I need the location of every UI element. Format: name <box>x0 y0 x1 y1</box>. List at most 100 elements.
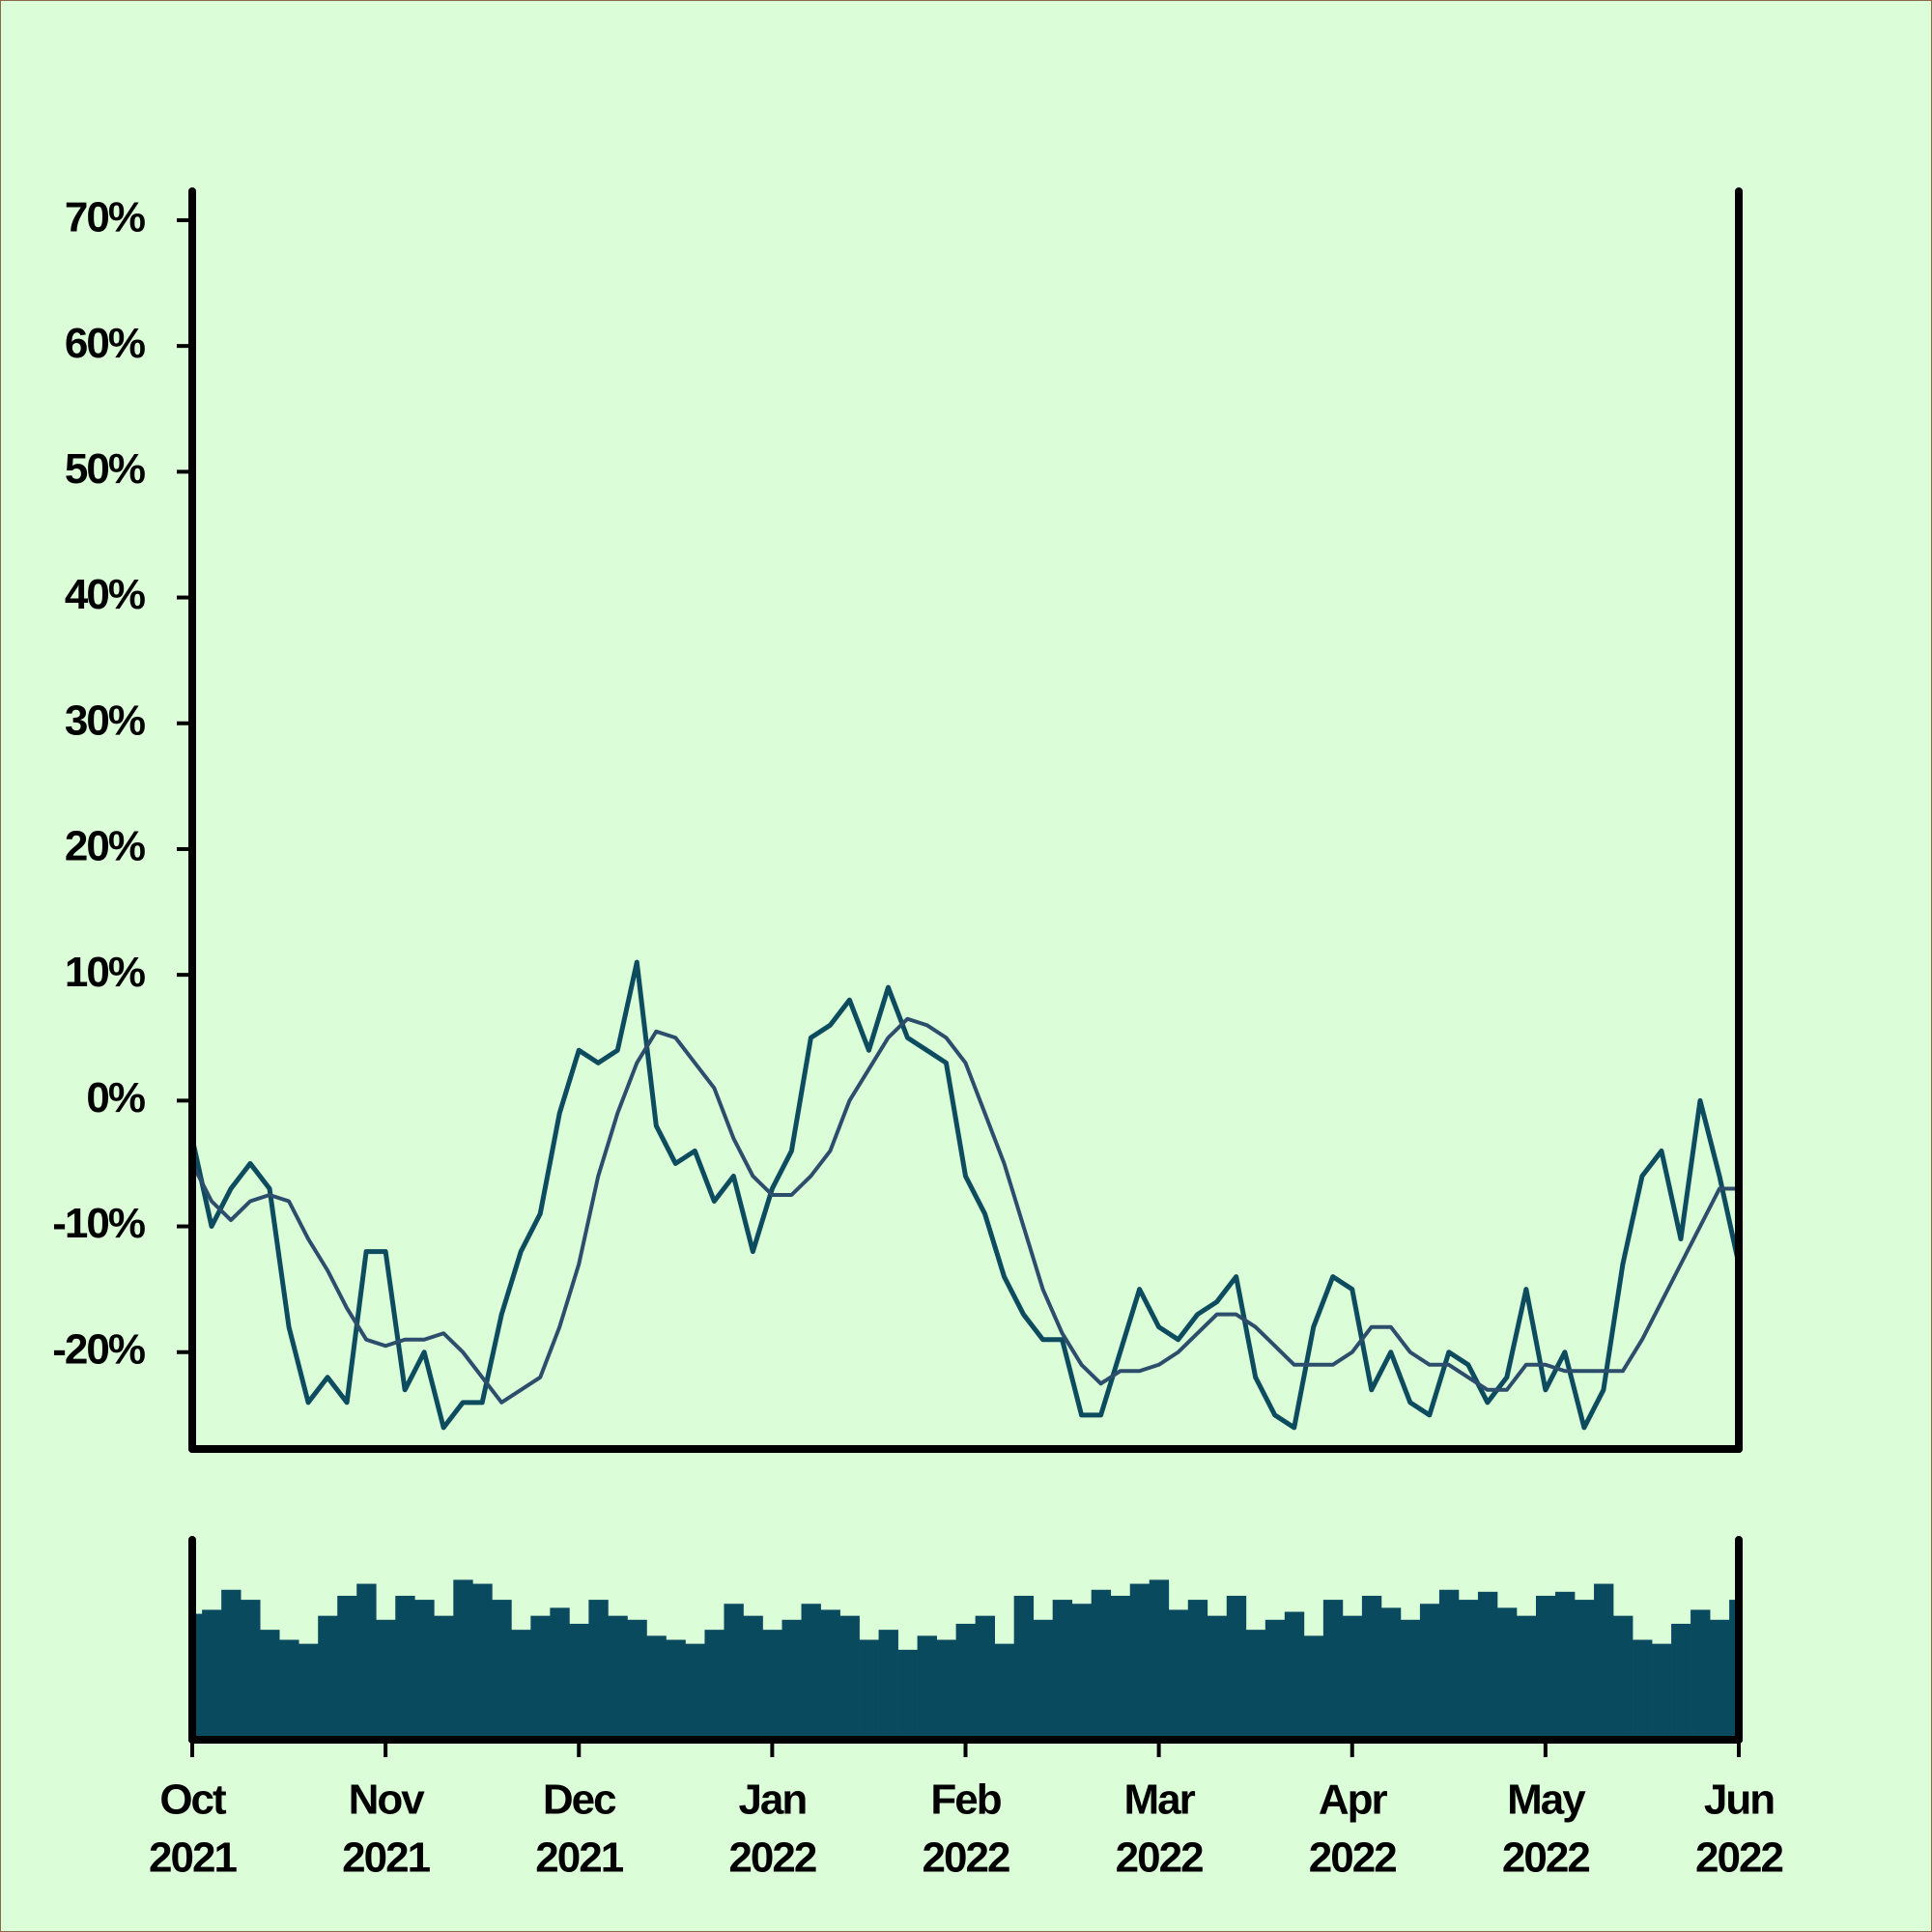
volume-bar <box>1671 1623 1691 1740</box>
volume-bar <box>376 1619 396 1740</box>
volume-bar <box>1091 1589 1112 1740</box>
volume-bar <box>1033 1619 1054 1740</box>
volume-bar <box>1110 1595 1131 1740</box>
volume-bar <box>1245 1630 1266 1740</box>
volume-bar <box>1013 1595 1035 1740</box>
volume-bar <box>1149 1579 1170 1740</box>
volume-bar <box>1555 1591 1576 1740</box>
volume-bar <box>917 1635 937 1740</box>
x-tick-label: Oct <box>159 1776 227 1824</box>
volume-bar <box>955 1623 976 1740</box>
x-tick-label: 2022 <box>1116 1834 1203 1882</box>
volume-bar <box>666 1639 686 1740</box>
volume-bar <box>1400 1619 1421 1740</box>
volume-bar <box>1652 1643 1672 1740</box>
x-tick-label: Apr <box>1319 1776 1388 1824</box>
volume-bar <box>1516 1615 1537 1740</box>
volume-bar <box>434 1615 454 1740</box>
volume-bar <box>1458 1600 1479 1740</box>
volume-bar <box>724 1604 744 1740</box>
volume-bar <box>1496 1607 1518 1740</box>
volume-bar <box>492 1600 512 1740</box>
volume-bar <box>820 1609 840 1740</box>
y-tick-label: 20% <box>65 823 145 870</box>
volume-bar <box>1690 1609 1711 1740</box>
volume-bar <box>202 1609 222 1740</box>
volume-bar <box>298 1643 319 1740</box>
volume-bar <box>1729 1600 1740 1740</box>
volume-bar <box>878 1630 898 1740</box>
volume-bar <box>192 1613 203 1740</box>
volume-bar <box>1187 1600 1208 1740</box>
y-tick-label: 30% <box>65 696 145 744</box>
volume-bar <box>1535 1595 1556 1740</box>
x-tick-label: May <box>1507 1776 1586 1824</box>
volume-bar <box>1613 1615 1634 1740</box>
x-tick-label: 2021 <box>535 1834 623 1882</box>
volume-bar <box>356 1583 377 1740</box>
x-tick-label: Jun <box>1704 1776 1774 1824</box>
volume-bar <box>1168 1609 1189 1740</box>
volume-bar <box>511 1630 531 1740</box>
x-tick-label: 2021 <box>342 1834 430 1882</box>
volume-bar <box>1264 1619 1286 1740</box>
y-tick-label: 10% <box>65 949 145 996</box>
x-tick-label: Jan <box>738 1776 806 1824</box>
volume-bar <box>1303 1635 1324 1740</box>
volume-bar <box>839 1615 860 1740</box>
y-tick-label: 40% <box>65 571 145 618</box>
x-tick-label: 2022 <box>1309 1834 1396 1882</box>
volume-bar <box>279 1639 299 1740</box>
x-tick-label: 2022 <box>923 1834 1009 1882</box>
volume-bar <box>1322 1600 1344 1740</box>
volume-bar <box>627 1619 647 1740</box>
volume-bar <box>1129 1583 1151 1740</box>
volume-bar <box>1380 1607 1402 1740</box>
volume-bar <box>1207 1615 1228 1740</box>
volume-bar <box>569 1623 589 1740</box>
volume-bar <box>1438 1589 1460 1740</box>
volume-bar <box>1361 1595 1382 1740</box>
y-tick-label: 50% <box>65 445 145 493</box>
volume-bar <box>221 1589 242 1740</box>
volume-bar <box>646 1635 667 1740</box>
volume-bar <box>1342 1615 1363 1740</box>
line <box>189 959 1742 1431</box>
volume-bar <box>472 1583 493 1740</box>
volume-bar <box>608 1615 628 1740</box>
volume-bar <box>975 1615 995 1740</box>
volume-bar <box>781 1619 802 1740</box>
y-tick-label: -20% <box>52 1325 145 1373</box>
y-tick-label: 60% <box>65 320 145 367</box>
volume-bar <box>1575 1600 1595 1740</box>
x-tick-label: 2022 <box>728 1834 815 1882</box>
volume-bar <box>337 1595 357 1740</box>
volume-bar <box>241 1600 261 1740</box>
y-tick-label: -10% <box>52 1200 145 1247</box>
y-tick-label: 70% <box>65 194 145 242</box>
volume-bar <box>1594 1583 1614 1740</box>
volume-bar <box>897 1649 918 1740</box>
x-tick-label: 2021 <box>149 1834 237 1882</box>
x-tick-label: 2022 <box>1695 1834 1782 1882</box>
volume-bar <box>685 1643 705 1740</box>
volume-bar <box>704 1630 724 1740</box>
x-tick-label: 2022 <box>1502 1834 1589 1882</box>
volume-bar <box>530 1615 551 1740</box>
volume-bar <box>994 1643 1015 1740</box>
volume-bar <box>801 1604 821 1740</box>
volume-bar <box>1419 1604 1440 1740</box>
volume-bar <box>762 1630 782 1740</box>
volume-bar <box>550 1607 570 1740</box>
x-tick-label: Nov <box>349 1776 426 1824</box>
volume-bar <box>859 1639 879 1740</box>
x-tick-label: Feb <box>930 1776 1001 1824</box>
volume-bar <box>1633 1639 1653 1740</box>
volume-bar <box>395 1595 415 1740</box>
volume-bar <box>414 1600 435 1740</box>
x-tick-label: Dec <box>543 1776 616 1824</box>
volume-bar <box>588 1600 609 1740</box>
volume-bar <box>1052 1600 1073 1740</box>
y-tick-label: 0% <box>86 1074 144 1122</box>
